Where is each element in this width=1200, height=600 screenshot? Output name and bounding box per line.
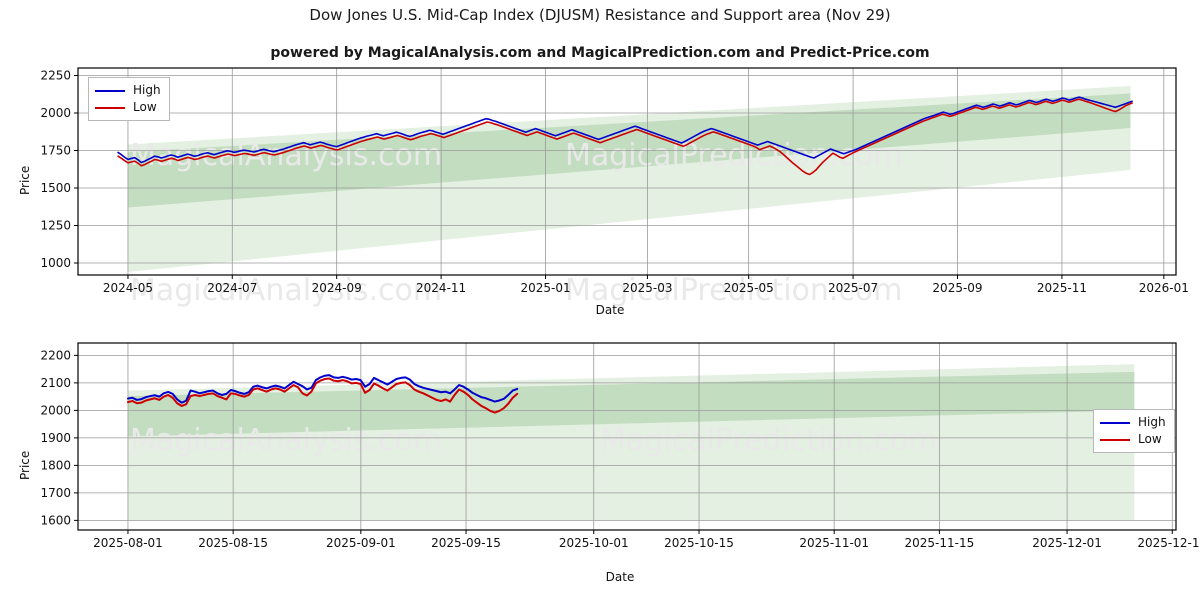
- x-tick-label: 2026-01: [1139, 281, 1189, 295]
- bottom-chart-ylabel: Price: [18, 450, 32, 480]
- x-tick-label: 2025-08-01: [93, 536, 163, 550]
- x-tick-label: 2025-10-15: [664, 536, 734, 550]
- y-tick-label: 1250: [40, 219, 71, 233]
- top-chart-panel: MagicalAnalysis.com MagicalPrediction.com…: [0, 60, 1200, 310]
- y-tick-label: 1750: [40, 144, 71, 158]
- watermark: MagicalPrediction.com: [565, 273, 903, 308]
- watermark: MagicalPrediction.com: [565, 138, 903, 173]
- x-tick-label: 2025-08-15: [198, 536, 268, 550]
- top-chart-legend: High Low: [88, 77, 170, 121]
- y-tick-label: 1500: [40, 181, 71, 195]
- x-tick-label: 2025-11-01: [799, 536, 869, 550]
- plot-frame: [77, 342, 1177, 531]
- y-tick-label: 1600: [40, 513, 71, 527]
- series-line-high: [126, 374, 519, 404]
- x-tick-label: 2025-12-15: [1137, 536, 1200, 550]
- bottom-chart-xlabel: Date: [605, 570, 635, 584]
- x-tick-label: 2025-10-01: [559, 536, 629, 550]
- resistance-support-inner-band: [127, 371, 1135, 437]
- x-tick-label: 2025-07: [828, 281, 878, 295]
- top-chart-ylabel: Price: [18, 165, 32, 195]
- x-tick-label: 2025-03: [622, 281, 672, 295]
- top-chart-xlabel: Date: [595, 303, 625, 317]
- y-tick-label: 2000: [40, 403, 71, 417]
- bottom-chart-legend: High Low: [1093, 409, 1175, 453]
- series-line-low: [117, 98, 1133, 176]
- legend-swatch-low: [95, 106, 125, 109]
- legend-entry-low: Low: [95, 99, 161, 116]
- y-tick-label: 1900: [40, 431, 71, 445]
- x-tick-label: 2025-05: [724, 281, 774, 295]
- legend-entry-high: High: [1100, 414, 1166, 431]
- chart-title: Dow Jones U.S. Mid-Cap Index (DJUSM) Res…: [309, 6, 891, 24]
- bottom-chart-svg: MagicalAnalysis.com MagicalPrediction.com…: [40, 342, 1200, 550]
- x-tick-label: 2024-11: [416, 281, 466, 295]
- legend-label-high: High: [133, 83, 161, 97]
- x-tick-label: 2024-07: [207, 281, 257, 295]
- chart-subtitle: powered by MagicalAnalysis.com and Magic…: [270, 45, 930, 61]
- legend-entry-low: Low: [1100, 431, 1166, 448]
- x-tick-label: 2025-09: [932, 281, 982, 295]
- x-tick-label: 2025-09-01: [326, 536, 396, 550]
- legend-label-low: Low: [1138, 432, 1162, 446]
- y-tick-label: 2000: [40, 106, 71, 120]
- x-tick-label: 2025-12-01: [1032, 536, 1102, 550]
- x-tick-label: 2025-11-15: [905, 536, 975, 550]
- series-line-low: [126, 377, 519, 414]
- legend-entry-high: High: [95, 82, 161, 99]
- y-tick-label: 2250: [40, 69, 71, 83]
- legend-swatch-low: [1100, 438, 1130, 441]
- y-tick-label: 2100: [40, 376, 71, 390]
- watermark: MagicalAnalysis.com: [130, 138, 442, 173]
- y-tick-label: 2200: [40, 348, 71, 362]
- legend-swatch-high: [95, 89, 125, 92]
- legend-swatch-high: [1100, 421, 1130, 424]
- x-tick-label: 2025-01: [520, 281, 570, 295]
- bottom-chart-panel: MagicalAnalysis.com MagicalPrediction.com…: [0, 325, 1200, 600]
- top-chart-svg: MagicalAnalysis.com MagicalPrediction.com…: [40, 67, 1189, 308]
- legend-label-low: Low: [133, 100, 157, 114]
- watermark: MagicalAnalysis.com: [130, 423, 442, 458]
- y-tick-label: 1000: [40, 256, 71, 270]
- y-tick-label: 1800: [40, 458, 71, 472]
- plot-frame: [77, 67, 1177, 276]
- series-line-high: [117, 96, 1133, 164]
- y-tick-label: 1700: [40, 486, 71, 500]
- x-tick-label: 2025-09-15: [431, 536, 501, 550]
- watermark: MagicalAnalysis.com: [130, 273, 442, 308]
- x-tick-label: 2024-09: [312, 281, 362, 295]
- x-tick-label: 2024-05: [103, 281, 153, 295]
- legend-label-high: High: [1138, 415, 1166, 429]
- watermark: MagicalPrediction.com: [600, 423, 938, 458]
- x-tick-label: 2025-11: [1037, 281, 1087, 295]
